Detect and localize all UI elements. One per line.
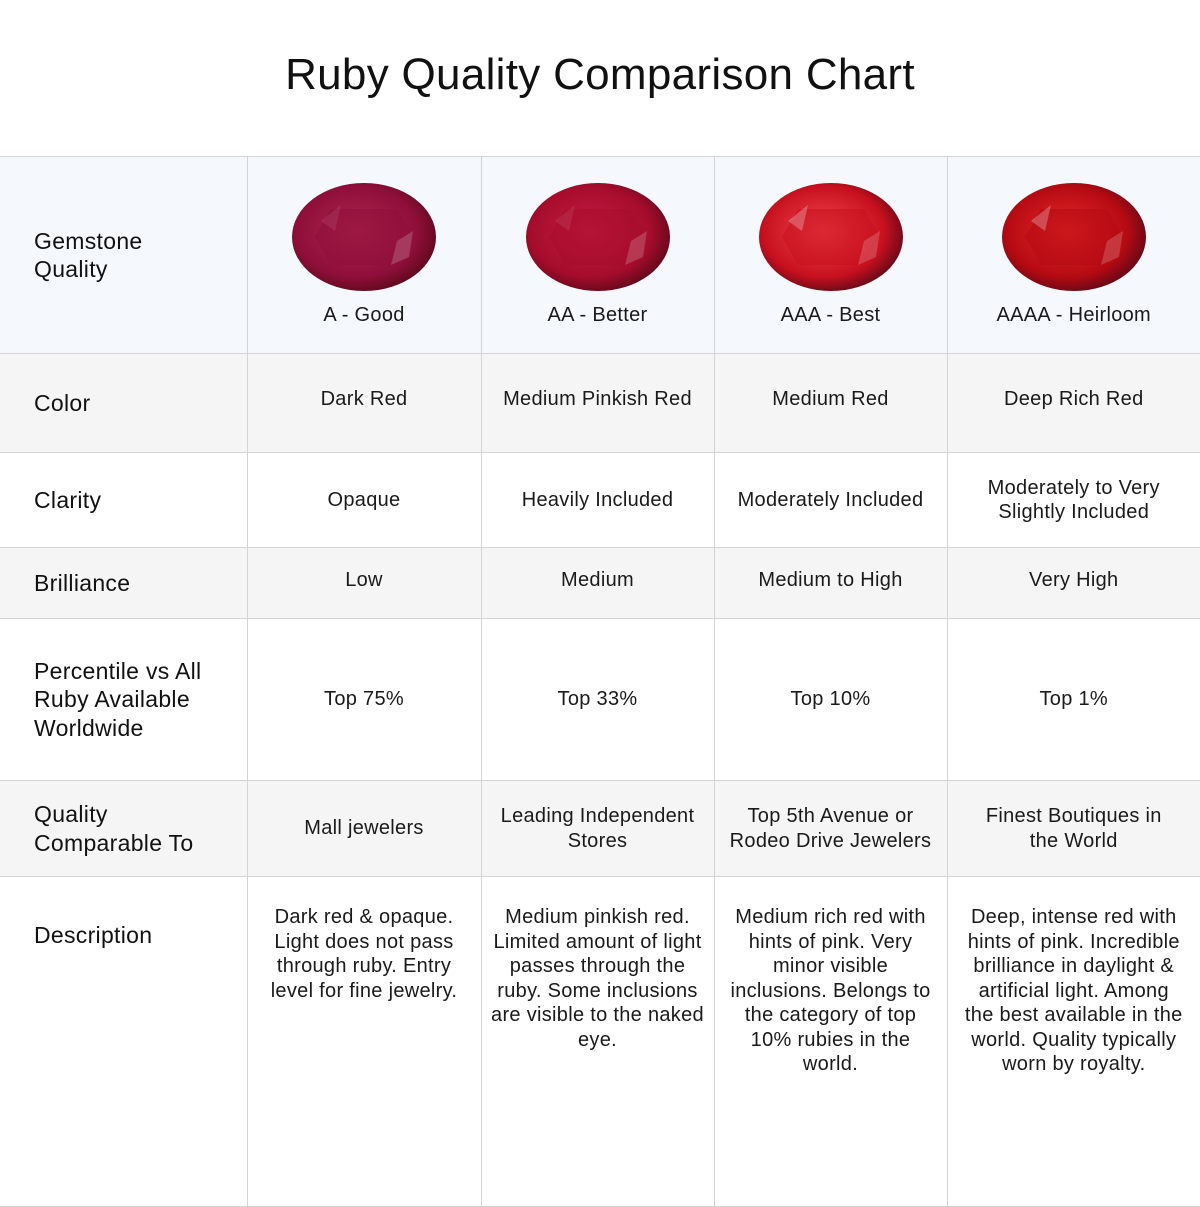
row-label: Percentile vs All Ruby Available Worldwi… — [0, 619, 247, 781]
grade-label: AAA - Best — [715, 303, 947, 328]
grade-cell: A - Good — [247, 157, 481, 354]
cell: Leading Independent Stores — [481, 781, 714, 877]
cell: Dark Red — [247, 354, 481, 453]
row-comparable: Quality Comparable To Mall jewelers Lead… — [0, 781, 1200, 877]
cell: Moderately Included — [714, 453, 947, 548]
cell: Finest Boutiques in the World — [947, 781, 1200, 877]
row-label: Gemstone Quality — [0, 157, 247, 354]
cell: Mall jewelers — [247, 781, 481, 877]
row-label: Quality Comparable To — [0, 781, 247, 877]
grade-cell: AA - Better — [481, 157, 714, 354]
cell: Top 5th Avenue or Rodeo Drive Jewelers — [714, 781, 947, 877]
row-label: Color — [0, 354, 247, 453]
row-description: Description Dark red & opaque. Light doe… — [0, 877, 1200, 1207]
page-title: Ruby Quality Comparison Chart — [0, 50, 1200, 100]
grade-label: AAAA - Heirloom — [948, 303, 1200, 328]
cell: Opaque — [247, 453, 481, 548]
ruby-gem-icon — [525, 181, 671, 300]
cell: Medium pinkish red. Limited amount of li… — [481, 877, 714, 1207]
cell: Medium Red — [714, 354, 947, 453]
row-brilliance: Brilliance Low Medium Medium to High Ver… — [0, 548, 1200, 619]
row-clarity: Clarity Opaque Heavily Included Moderate… — [0, 453, 1200, 548]
cell: Very High — [947, 548, 1200, 619]
cell: Deep, intense red with hints of pink. In… — [947, 877, 1200, 1207]
cell: Medium rich red with hints of pink. Very… — [714, 877, 947, 1207]
cell: Moderately to Very Slightly Included — [947, 453, 1200, 548]
cell: Low — [247, 548, 481, 619]
grade-label: A - Good — [248, 303, 481, 328]
cell: Medium Pinkish Red — [481, 354, 714, 453]
cell: Heavily Included — [481, 453, 714, 548]
cell: Deep Rich Red — [947, 354, 1200, 453]
cell: Medium — [481, 548, 714, 619]
row-gemstone-quality: Gemstone Quality A - Good AA - Better — [0, 157, 1200, 354]
row-label: Brilliance — [0, 548, 247, 619]
row-color: Color Dark Red Medium Pinkish Red Medium… — [0, 354, 1200, 453]
cell: Top 1% — [947, 619, 1200, 781]
grade-cell: AAAA - Heirloom — [947, 157, 1200, 354]
ruby-gem-icon — [291, 181, 437, 300]
row-label: Clarity — [0, 453, 247, 548]
cell: Medium to High — [714, 548, 947, 619]
cell: Top 75% — [247, 619, 481, 781]
grade-label: AA - Better — [482, 303, 714, 328]
row-label: Description — [0, 877, 247, 1207]
comparison-table: Gemstone Quality A - Good AA - Better — [0, 156, 1200, 1207]
cell: Top 33% — [481, 619, 714, 781]
ruby-gem-icon — [758, 181, 904, 300]
grade-cell: AAA - Best — [714, 157, 947, 354]
cell: Dark red & opaque. Light does not pass t… — [247, 877, 481, 1207]
row-percentile: Percentile vs All Ruby Available Worldwi… — [0, 619, 1200, 781]
ruby-gem-icon — [1001, 181, 1147, 300]
cell: Top 10% — [714, 619, 947, 781]
